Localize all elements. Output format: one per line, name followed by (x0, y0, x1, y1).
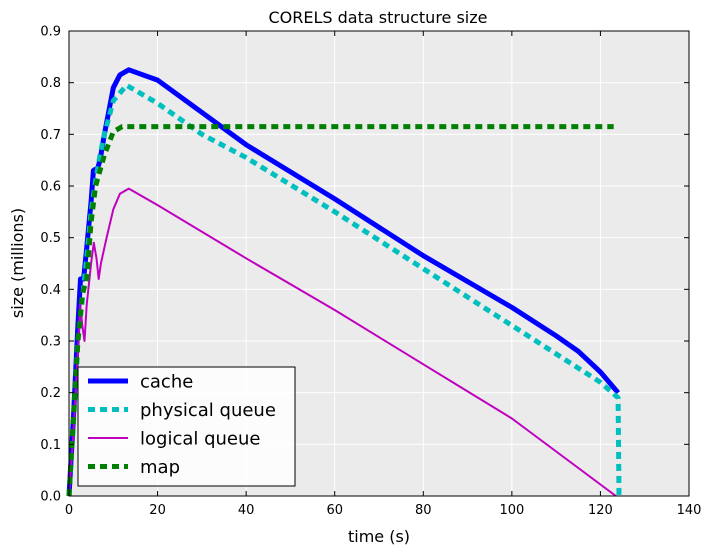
plot-frame (68, 30, 690, 497)
x-tick-label: 120 (588, 503, 613, 518)
y-axis-label: size (millions) (8, 208, 27, 318)
x-tick-label: 80 (415, 503, 432, 518)
y-tick-label: 0.1 (40, 438, 61, 453)
legend-label: cache (140, 372, 193, 393)
series-group (66, 67, 622, 497)
y-tick-label: 0.6 (40, 180, 61, 195)
legend: cache physical queue logical queue map (77, 366, 296, 487)
x-tick-label: 60 (326, 503, 343, 518)
x-tick-label: 0 (65, 503, 73, 518)
chart-title: CORELS data structure size (269, 8, 488, 27)
x-tick-label: 20 (149, 503, 166, 518)
legend-label: map (140, 457, 180, 478)
y-tick-label: 0.8 (40, 76, 61, 91)
y-tick-label: 0.5 (40, 231, 61, 246)
y-tick-label: 0.9 (40, 25, 61, 40)
ticks: 0 20 40 60 80 100 120 140 0.0 0.1 0.2 0.3 0.4 0.5 0.6 0… (40, 25, 701, 519)
y-tick-label: 0.7 (40, 128, 61, 143)
y-tick-label: 0.2 (40, 386, 61, 401)
x-tick-label: 140 (677, 503, 702, 518)
legend-label: logical queue (140, 429, 260, 450)
y-tick-label: 0.4 (40, 283, 61, 298)
x-tick-label: 100 (499, 503, 524, 518)
x-axis-label: time (s) (348, 527, 410, 546)
x-tick-label: 40 (238, 503, 255, 518)
y-tick-label: 0.3 (40, 335, 61, 350)
legend-label: physical queue (140, 400, 276, 421)
series-line-map (66, 124, 614, 497)
y-tick-label: 0.0 (40, 490, 61, 505)
